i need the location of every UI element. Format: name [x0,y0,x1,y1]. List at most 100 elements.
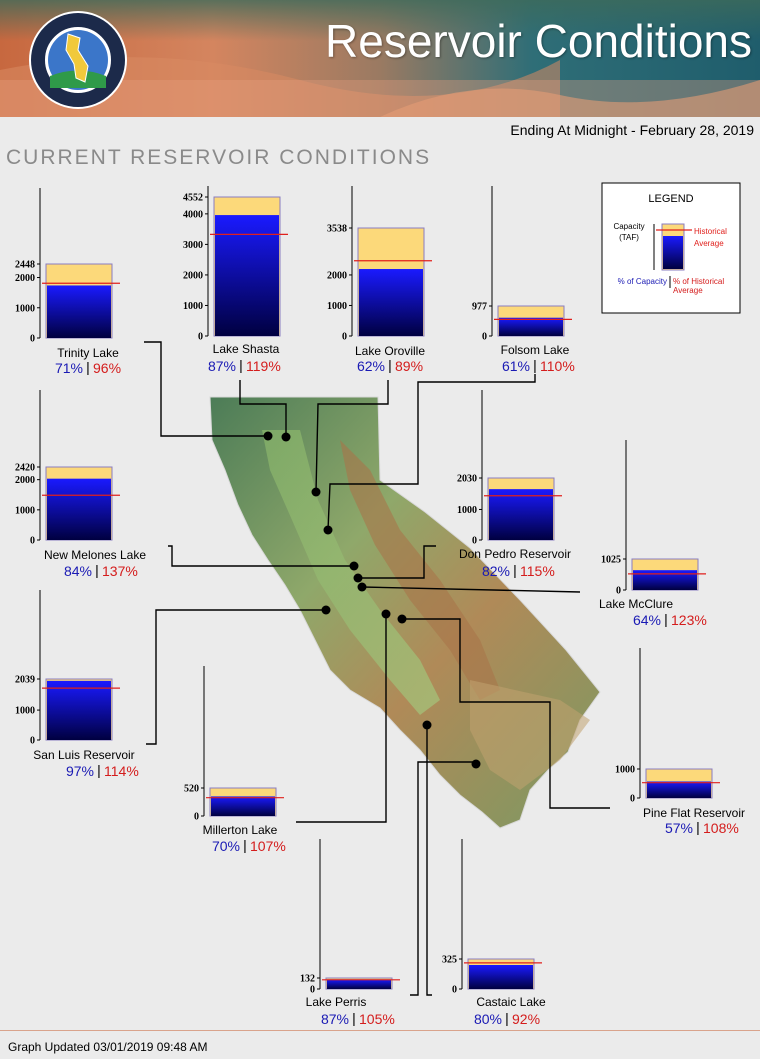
percent-of-historical: 105% [359,1011,395,1027]
tick-label: 0 [616,586,621,597]
dwr-logo [29,11,127,109]
storage-bar [633,570,697,590]
storage-bar [469,965,533,989]
percent-of-capacity: 84% [64,563,92,579]
marker-don-pedro [353,573,363,583]
graph-updated: Graph Updated 03/01/2019 09:48 AM [8,1040,208,1054]
tick-label: 1000 [15,505,35,516]
tick-label: 0 [194,812,199,823]
percent-of-capacity: 70% [212,838,240,854]
percent-separator: | [86,359,90,375]
marker-trinity [263,431,273,441]
tick-label: 4552 [183,193,203,204]
leader-perris [410,761,476,996]
legend: LEGEND Capacity (TAF) Historical Average… [601,182,741,314]
tick-label: 2000 [15,273,35,284]
legend-storage-bar [663,236,683,269]
percent-of-capacity: 61% [502,358,530,374]
leader-lines [144,341,610,996]
legend-historical-label-2: Average [694,239,724,248]
percent-of-capacity: 64% [633,612,661,628]
header-background [0,0,760,117]
reservoir-lake-shasta: 0 1000 2000 3000 4000 4552 Lake Shasta 87% | 119% [183,186,288,374]
leader-shasta [239,380,287,437]
central-valley [262,430,440,715]
leader-don-pedro [358,545,436,579]
tick-label: 2420 [15,463,35,474]
reservoir-don-pedro-reservoir: 0 1000 2030 Don Pedro Reservoir 82% | 115% [457,390,571,579]
header-banner: Reservoir Conditions [0,0,760,117]
storage-bar [647,781,711,798]
reservoir-name: Lake McClure [599,597,673,611]
leader-new-melones [168,545,354,567]
storage-bar [211,796,275,816]
leader-millerton [296,614,387,823]
legend-pct-capacity: % of Capacity [618,277,667,286]
tick-label: 520 [184,784,199,795]
tick-label: 0 [30,334,35,345]
percent-of-historical: 137% [102,563,138,579]
legend-historical-label-1: Historical [694,227,727,236]
storage-bar [489,489,553,540]
tick-label: 0 [452,985,457,996]
tick-label: 1000 [15,303,35,314]
percent-of-historical: 107% [250,838,286,854]
marker-perris [471,759,481,769]
percent-separator: | [505,1010,509,1026]
storage-bar [47,478,111,540]
reservoir-name: Castaic Lake [476,995,546,1009]
percent-separator: | [696,819,700,835]
percent-separator: | [664,611,668,627]
tick-label: 0 [472,536,477,547]
tick-label: 132 [300,974,315,985]
reservoir-name: Trinity Lake [57,346,119,360]
ending-date: Ending At Midnight - February 28, 2019 [510,122,754,138]
percent-separator: | [388,357,392,373]
percent-of-capacity: 87% [321,1011,349,1027]
section-title: CURRENT RESERVOIR CONDITIONS [6,146,432,169]
percent-of-capacity: 62% [357,358,385,374]
leader-san-luis [146,609,326,745]
tick-label: 2000 [183,270,203,281]
reservoir-name: Don Pedro Reservoir [459,547,571,561]
tick-label: 4000 [183,209,203,220]
percent-of-capacity: 82% [482,563,510,579]
percent-of-historical: 89% [395,358,423,374]
storage-bar [215,215,279,336]
reservoir-castaic-lake: 0 325 Castaic Lake 80% | 92% [442,839,546,1027]
percent-separator: | [352,1010,356,1026]
reservoir-name: Folsom Lake [501,343,570,357]
marker-shasta [281,432,291,442]
tick-label: 0 [630,794,635,805]
percent-separator: | [95,562,99,578]
reservoir-name: Pine Flat Reservoir [643,806,745,820]
tick-label: 1000 [327,301,347,312]
tick-label: 0 [30,736,35,747]
marker-new-melones [349,561,359,571]
legend-pct-historical-2: Average [673,286,703,295]
storage-bar [327,979,391,989]
tick-label: 0 [342,332,347,343]
tick-label: 0 [482,332,487,343]
legend-pct-historical-1: % of Historical [673,277,724,286]
tick-label: 3538 [327,224,347,235]
leader-oroville [315,380,389,493]
desert-region [470,680,590,790]
percent-separator: | [243,837,247,853]
legend-capacity-label: Capacity [613,222,644,231]
tick-label: 3000 [183,240,203,251]
percent-separator: | [97,762,101,778]
california-map [209,396,601,829]
storage-bar [47,680,111,740]
percent-of-historical: 119% [246,358,281,374]
tick-label: 0 [30,536,35,547]
reservoir-name: San Luis Reservoir [33,748,134,762]
legend-taf-label: (TAF) [619,233,639,242]
